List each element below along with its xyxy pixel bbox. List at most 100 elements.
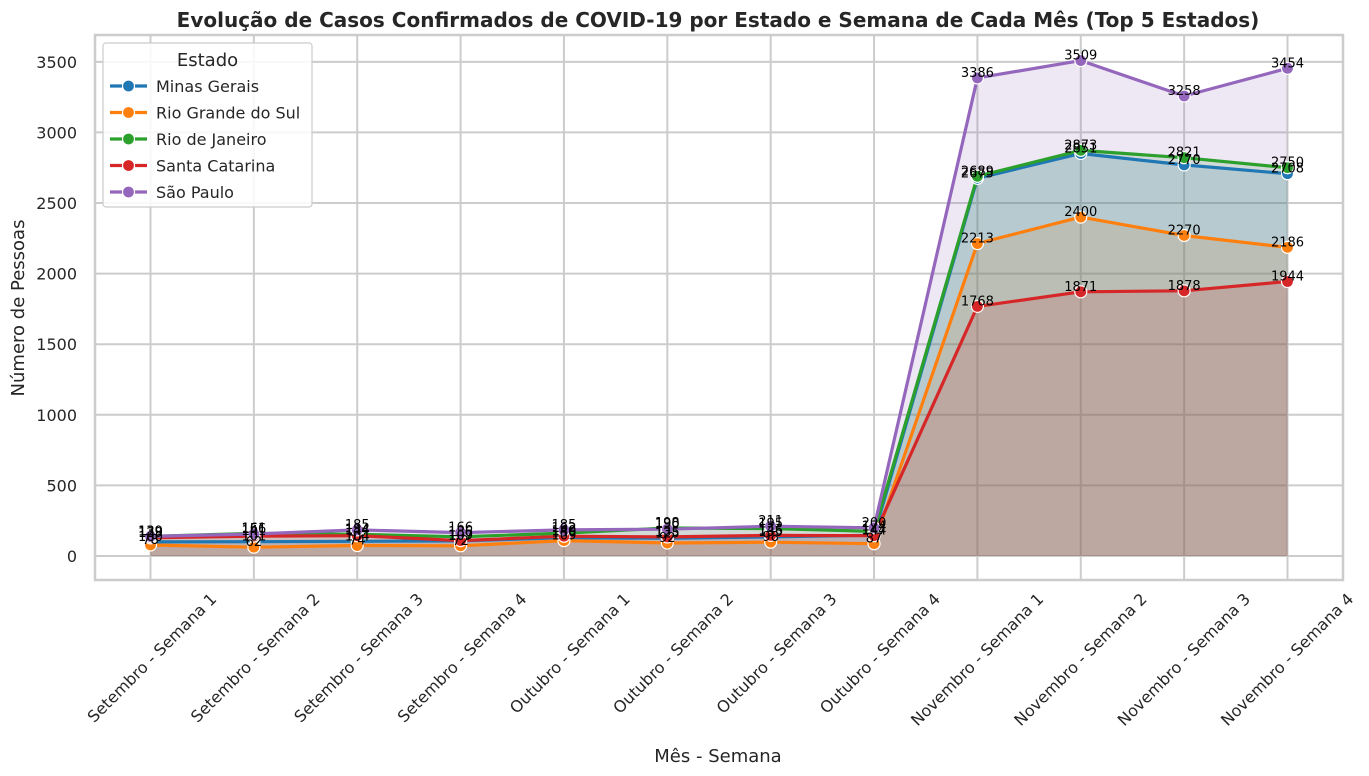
data-label: 3454 <box>1271 56 1304 71</box>
data-label: 2186 <box>1271 235 1304 250</box>
data-label: 2213 <box>961 232 994 247</box>
data-point <box>660 522 674 536</box>
data-point <box>1177 228 1191 243</box>
data-label: 101 <box>241 530 266 545</box>
data-point <box>247 527 261 541</box>
data-label: 2400 <box>1064 205 1097 220</box>
data-label: 147 <box>862 523 887 538</box>
legend-marker <box>121 79 136 93</box>
y-tick-label: 3500 <box>36 53 77 72</box>
data-label: 1878 <box>1168 279 1201 294</box>
data-label: 1944 <box>1271 270 1304 285</box>
data-label: 125 <box>655 526 680 541</box>
data-label: 87 <box>866 532 883 547</box>
data-point <box>970 236 985 251</box>
legend-entry: Minas Gerais <box>156 77 259 96</box>
data-label: 156 <box>241 522 266 537</box>
y-tick-label: 2000 <box>36 265 77 284</box>
data-label: 2708 <box>1271 162 1304 177</box>
data-point <box>764 519 778 533</box>
data-label: 2675 <box>961 166 994 181</box>
data-label: 211 <box>758 514 783 529</box>
data-point <box>1280 161 1295 175</box>
data-label: 72 <box>452 534 469 549</box>
legend-title: Estado <box>177 50 238 71</box>
y-axis-label: Número de Pessoas <box>8 220 29 397</box>
legend-entry: São Paulo <box>156 183 234 202</box>
data-point <box>867 521 881 535</box>
data-label: 74 <box>349 534 366 549</box>
y-tick-label: 500 <box>46 476 77 495</box>
data-label: 109 <box>552 529 577 544</box>
data-label: 78 <box>142 533 159 548</box>
data-label: 2851 <box>1064 141 1097 156</box>
data-label: 3258 <box>1168 84 1201 99</box>
area-0 <box>150 153 1288 556</box>
data-label: 135 <box>758 525 783 540</box>
data-point <box>143 529 158 543</box>
data-label: 174 <box>862 519 887 534</box>
data-label: 154 <box>345 522 370 537</box>
data-point <box>1280 274 1295 289</box>
data-label: 140 <box>552 524 577 539</box>
data-label: 104 <box>345 529 370 544</box>
legend-entry: Rio de Janeiro <box>156 130 267 149</box>
legend-marker <box>121 132 136 146</box>
data-label: 62 <box>246 535 263 550</box>
data-point <box>453 525 468 540</box>
data-point <box>970 169 985 183</box>
data-point <box>1074 53 1088 68</box>
legend-entry: Santa Catarina <box>156 157 275 176</box>
data-label: 130 <box>552 526 577 541</box>
points <box>143 53 1295 554</box>
data-point <box>350 523 364 537</box>
y-tick-label: 0 <box>67 547 77 566</box>
data-label: 139 <box>138 524 163 539</box>
series-line-4 <box>150 58 1288 538</box>
data-label: 144 <box>862 524 887 539</box>
data-label: 2821 <box>1168 146 1201 161</box>
data-labels: 100 101 104 107 130 125 135 1472675285127702708… <box>138 49 1304 551</box>
data-label: 141 <box>241 524 266 539</box>
data-label: 166 <box>448 521 473 536</box>
data-label: 107 <box>448 529 473 544</box>
chart-title: Evolução de Casos Confirmados de COVID-1… <box>177 8 1260 32</box>
data-label: 92 <box>659 531 676 546</box>
data-label: 162 <box>552 521 577 536</box>
data-label: 139 <box>138 524 163 539</box>
data-label: 2270 <box>1168 223 1201 238</box>
data-label: 144 <box>345 524 370 539</box>
y-ticks: 0 500 1000 1500 2000 2500 3000 3500 <box>36 53 77 566</box>
data-label: 2689 <box>961 164 994 179</box>
data-point <box>1177 284 1191 298</box>
data-point <box>1074 285 1088 299</box>
data-label: 3386 <box>961 66 994 81</box>
y-tick-label: 2500 <box>36 194 77 213</box>
data-label: 185 <box>345 518 370 533</box>
data-point <box>1280 240 1295 254</box>
data-label: 195 <box>758 516 783 531</box>
data-point <box>557 523 571 537</box>
data-point <box>1177 89 1191 103</box>
lines <box>150 58 1288 549</box>
legend-box <box>102 42 313 208</box>
series-line-3 <box>150 279 1288 543</box>
data-label: 190 <box>655 517 680 532</box>
legend-marker <box>121 105 136 120</box>
data-point <box>970 71 985 85</box>
data-label: 1871 <box>1064 280 1097 295</box>
y-tick-label: 1000 <box>36 406 77 425</box>
data-point <box>1074 210 1088 224</box>
data-point <box>1177 151 1191 165</box>
data-label: 109 <box>448 529 473 544</box>
data-point <box>1280 61 1295 75</box>
data-label: 200 <box>862 516 887 531</box>
series-line-1 <box>150 215 1288 549</box>
data-point <box>1074 143 1088 157</box>
data-label: 185 <box>552 518 577 533</box>
area-4 <box>150 60 1288 556</box>
y-tick-label: 3000 <box>36 123 77 142</box>
data-label: 129 <box>138 526 163 541</box>
data-label: 2750 <box>1271 156 1304 171</box>
